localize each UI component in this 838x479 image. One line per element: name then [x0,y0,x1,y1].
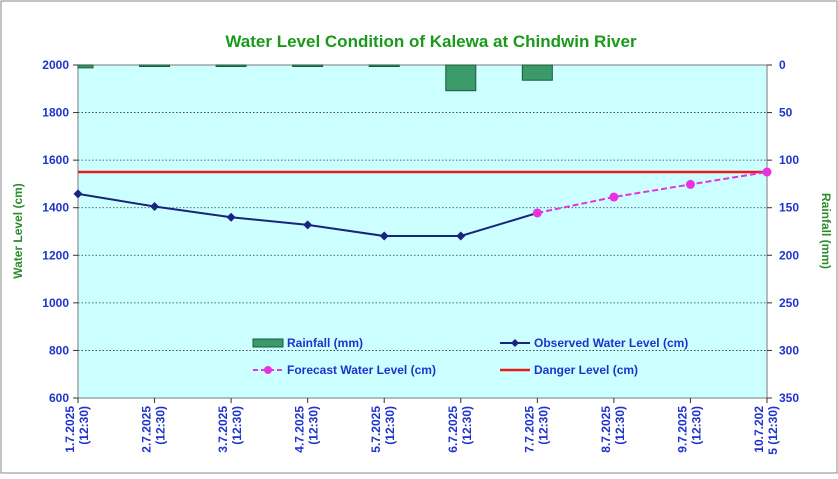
chart-title: Water Level Condition of Kalewa at Chind… [225,32,637,51]
rainfall-bar [368,64,400,67]
forecast-point [609,192,619,202]
legend: Rainfall (mm) Observed Water Level (cm) Fo… [252,336,688,377]
legend-item: Forecast Water Level (cm) [253,363,436,377]
x-tick-label-group: 10.7.202 5 (12:30) [752,406,780,455]
x-tick-label: (12:30) [460,406,474,445]
water-level-lines [73,167,772,241]
left-tick-label: 600 [49,391,69,405]
rainfall-bar [292,64,324,67]
forecast-point [685,179,695,189]
x-tick-label-group: 1.7.2025 (12:30) [63,406,91,453]
observed-point [456,231,466,241]
x-tick-label: (12:30) [77,406,91,445]
x-tick-label: (12:30) [613,406,627,445]
right-tick-label: 200 [779,248,799,262]
forecast-line [537,171,768,214]
legend-label: Forecast Water Level (cm) [287,363,436,377]
right-tick-label: 300 [779,343,799,357]
legend-item: Observed Water Level (cm) [500,336,688,350]
legend-item: Rainfall (mm) [252,336,363,350]
x-tick-label: (12:30) [154,406,168,445]
gridlines [78,112,767,351]
right-tick-label: 250 [779,296,799,310]
observed-point [150,202,160,212]
x-tick-label: (12:30) [307,406,321,445]
right-tick-label: 350 [779,391,799,405]
left-tick-label: 800 [49,343,69,357]
x-tick-label: 7.7.2025 [522,406,536,453]
rainfall-bar [445,64,477,92]
left-tick-label: 1000 [42,296,69,310]
plot-area [77,64,768,399]
x-tick-label-group: 9.7.2025 (12:30) [675,406,703,453]
x-tick-label: 5 (12:30) [766,406,780,455]
x-tick-label-group: 6.7.2025 (12:30) [446,406,474,453]
right-tick-label: 50 [779,106,793,120]
x-tick-label: 10.7.202 [752,406,766,453]
left-tick-label: 1400 [42,201,69,215]
rainfall-bars [77,64,553,92]
x-tick-label: (12:30) [383,406,397,445]
x-tick-label: 3.7.2025 [216,406,230,453]
legend-item: Danger Level (cm) [500,363,638,377]
left-tick-label: 1800 [42,106,69,120]
x-tick-label: 4.7.2025 [293,406,307,453]
legend-label: Danger Level (cm) [534,363,638,377]
x-tick-label-group: 4.7.2025 (12:30) [293,406,321,453]
x-tick-label-group: 5.7.2025 (12:30) [369,406,397,453]
x-tick-label-group: 2.7.2025 (12:30) [140,406,168,453]
x-tick-label-group: 7.7.2025 (12:30) [522,406,550,453]
x-tick-label: 1.7.2025 [63,406,77,453]
x-tick-label: (12:30) [689,406,703,445]
right-axis-title: Rainfall (mm) [819,193,833,269]
legend-marker-observed [511,339,519,347]
x-tick-label: 2.7.2025 [140,406,154,453]
forecast-point [532,208,542,218]
x-tick-label: 8.7.2025 [599,406,613,453]
rainfall-bar [77,64,94,69]
observed-point [73,189,83,199]
forecast-point [762,167,772,177]
x-tick-label: 5.7.2025 [369,406,383,453]
observed-point [379,231,389,241]
legend-label: Rainfall (mm) [287,336,363,350]
right-tick-label: 0 [779,58,786,72]
right-tick-label: 100 [779,153,799,167]
left-tick-label: 2000 [42,58,69,72]
x-tick-label: (12:30) [230,406,244,445]
left-tick-label: 1600 [42,153,69,167]
legend-label: Observed Water Level (cm) [534,336,688,350]
legend-swatch-rainfall [252,338,284,348]
x-tick-label: 6.7.2025 [446,406,460,453]
left-tick-label: 1200 [42,248,69,262]
right-tick-label: 150 [779,201,799,215]
rainfall-bar [139,64,171,67]
x-tick-label: 9.7.2025 [675,406,689,453]
observed-point [226,212,236,222]
rainfall-bar [215,64,247,67]
x-tick-label: (12:30) [536,406,550,445]
legend-marker-forecast [264,366,272,374]
x-tick-label-group: 3.7.2025 (12:30) [216,406,244,453]
observed-point [303,220,313,230]
x-tick-label-group: 8.7.2025 (12:30) [599,406,627,453]
rainfall-bar [521,64,553,81]
left-axis-title: Water Level (cm) [11,183,25,279]
axes: 600 800 1000 1200 1400 1600 1800 2000 0 50 100 150 2… [42,58,799,455]
